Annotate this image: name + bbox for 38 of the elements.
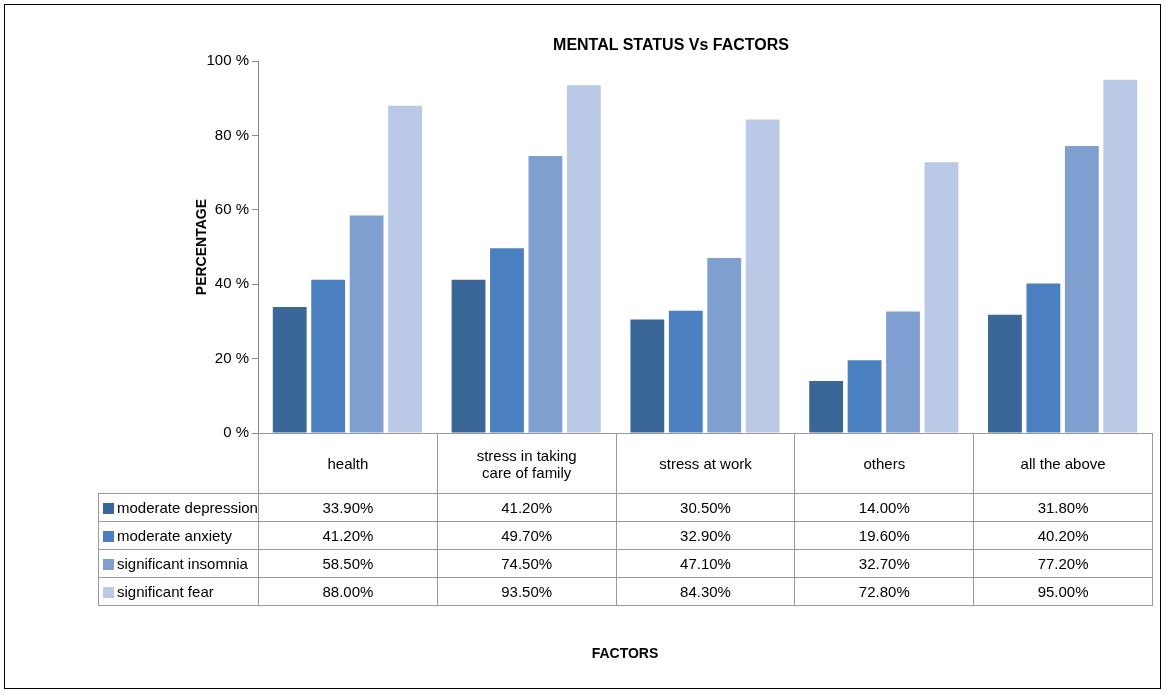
data-label: 72.80% <box>794 577 974 606</box>
data-label: 58.50% <box>258 549 438 578</box>
y-tick-label: 0 % <box>223 423 249 441</box>
y-tick-label: 20 % <box>214 348 249 366</box>
y-tick-label: 40 % <box>214 274 249 292</box>
legend-label: significant insomnia <box>98 549 259 578</box>
x-tick-label: stress at work <box>616 433 795 494</box>
data-label: 41.20% <box>258 521 438 550</box>
x-tick-label: stress in taking care of family <box>437 433 617 494</box>
x-tick-label: health <box>258 433 438 494</box>
text: FACTORS <box>591 645 659 661</box>
y-tick-label: 80 % <box>214 125 249 143</box>
chart-title: MENTAL STATUS Vs FACTORS <box>553 36 790 54</box>
data-label: 95.00% <box>973 577 1153 606</box>
data-label: 32.90% <box>616 521 795 550</box>
data-label: 14.00% <box>794 493 974 522</box>
legend-label: significant fear <box>98 577 259 606</box>
y-tick-label: 100 % <box>206 51 249 69</box>
data-label: 41.20% <box>437 493 617 522</box>
data-label: 47.10% <box>616 549 795 578</box>
data-label: 19.60% <box>794 521 974 550</box>
legend-label: moderate anxiety <box>98 521 259 550</box>
legend-label: moderate depression <box>98 493 259 522</box>
x-tick-label: all the above <box>973 433 1153 494</box>
data-label: 32.70% <box>794 549 974 578</box>
data-label: 33.90% <box>258 493 438 522</box>
data-label: 74.50% <box>437 549 617 578</box>
data-label: 40.20% <box>973 521 1153 550</box>
data-label: 31.80% <box>973 493 1153 522</box>
data-label: 30.50% <box>616 493 795 522</box>
x-tick-label: others <box>794 433 974 494</box>
data-label: 93.50% <box>437 577 617 606</box>
y-tick-label: 60 % <box>214 200 249 218</box>
data-label: 88.00% <box>258 577 438 606</box>
data-label: 49.70% <box>437 521 617 550</box>
y-axis-title: PERCENTAGE <box>193 199 210 296</box>
data-label: 84.30% <box>616 577 795 606</box>
data-label: 77.20% <box>973 549 1153 578</box>
